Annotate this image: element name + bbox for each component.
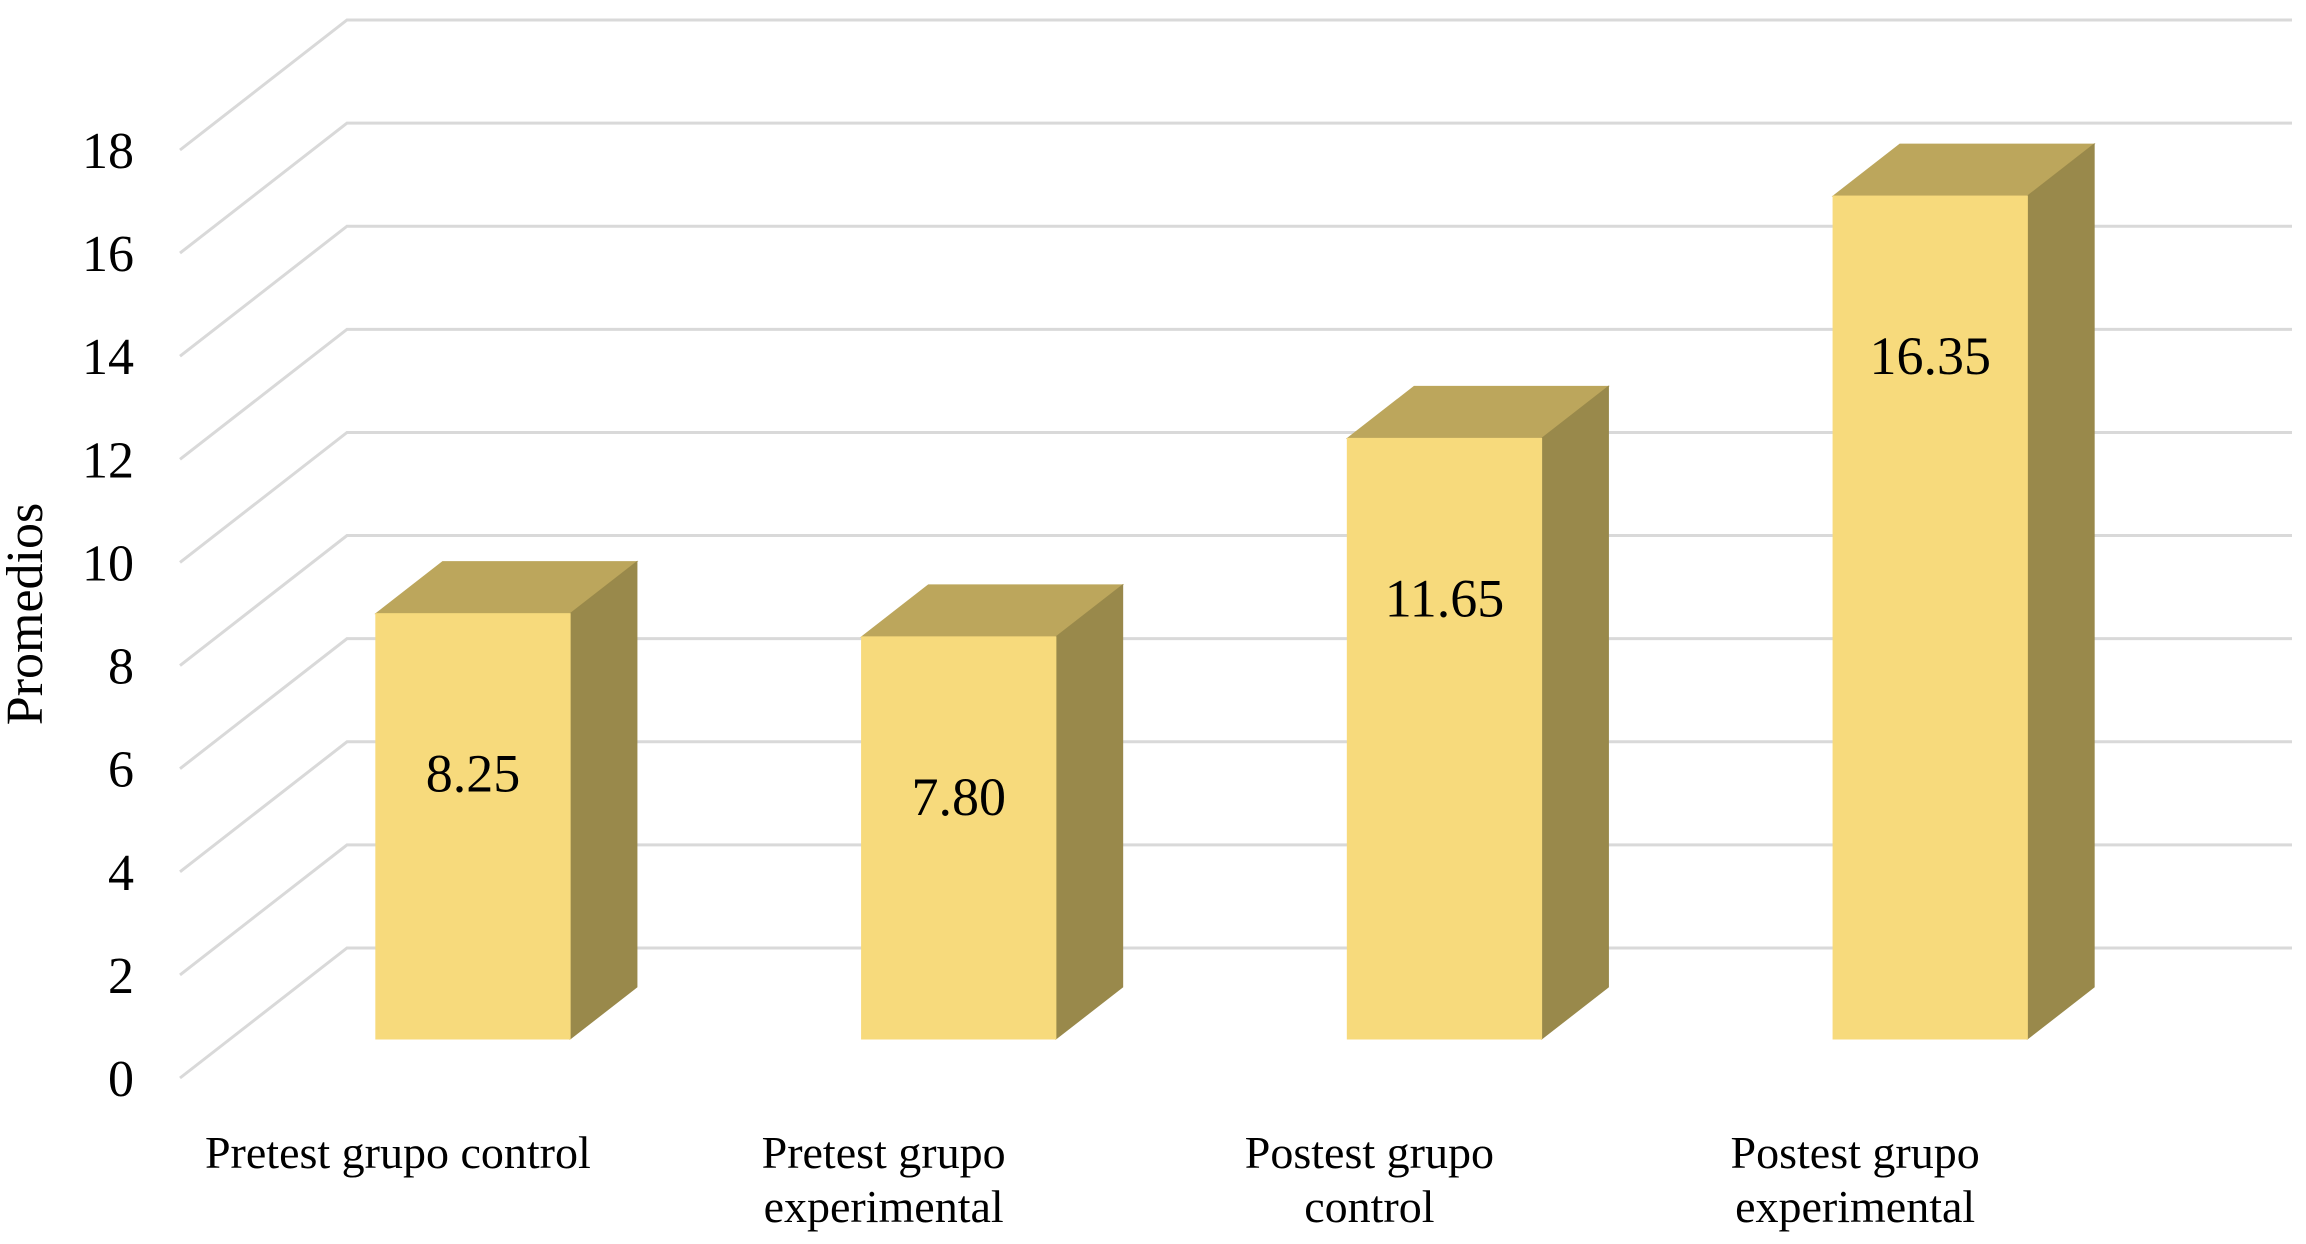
bar-front-face [375, 613, 571, 1040]
bar-value-label: 7.80 [911, 767, 1006, 827]
y-tick-label: 12 [82, 432, 134, 489]
y-tick-label: 10 [82, 535, 134, 592]
x-category-label-line: experimental [764, 1181, 1004, 1232]
bar-value-label: 11.65 [1385, 568, 1505, 628]
y-tick-label: 6 [108, 742, 134, 799]
bar-front-face [1346, 437, 1543, 1040]
bar-side-face [569, 560, 638, 1041]
bars-layer: 8.25 7.80 11.65 16.35 [374, 143, 2096, 1041]
gridline [179, 18, 2292, 152]
y-tick-label: 4 [108, 845, 134, 902]
y-axis-title: Promedios [0, 503, 54, 725]
x-category-label: Postest grupo control [1245, 1127, 1494, 1232]
y-tick-label: 18 [82, 123, 134, 180]
gridline [179, 430, 2292, 564]
x-category-label-line: experimental [1735, 1181, 1975, 1232]
y-tick-label: 16 [82, 226, 134, 283]
y-tick-label: 2 [108, 948, 134, 1005]
bar-pretest-grupo-control: 8.25 [374, 560, 639, 1041]
x-category-label: Pretest grupo control [205, 1127, 591, 1178]
gridline [179, 327, 2292, 461]
bar-front-face [1832, 195, 2028, 1040]
bar-side-face [1541, 385, 1609, 1041]
x-category-label-line: Pretest grupo [762, 1127, 1006, 1178]
axis-labels-layer: 0 2 4 6 8 10 12 14 16 18 Pretest grupo control Pret… [82, 123, 1980, 1232]
bar-value-label: 16.35 [1869, 326, 1991, 386]
gridline [179, 534, 2292, 667]
gridline [179, 224, 2292, 358]
gridlines-layer [179, 18, 2292, 1080]
x-category-label-line: Postest grupo [1245, 1127, 1494, 1178]
y-tick-label: 8 [108, 639, 134, 696]
x-category-label-line: Postest grupo [1731, 1127, 1980, 1178]
x-category-label: Pretest grupo experimental [762, 1127, 1006, 1232]
bar-side-face [1055, 583, 1124, 1041]
gridline [179, 843, 2292, 977]
x-category-label-line: Pretest grupo control [205, 1127, 591, 1178]
bar-postest-grupo-control: 11.65 [1345, 385, 1610, 1041]
gridline [179, 946, 2292, 1080]
y-tick-label: 14 [82, 329, 134, 386]
x-category-label: Postest grupo experimental [1731, 1127, 1980, 1232]
gridline [179, 637, 2292, 770]
bar-front-face [861, 636, 1057, 1040]
bar-pretest-grupo-experimental: 7.80 [860, 583, 1125, 1041]
bar-value-label: 8.25 [426, 744, 521, 804]
bar-side-face [2026, 143, 2095, 1041]
gridline [179, 121, 2292, 255]
x-category-label-line: control [1304, 1181, 1434, 1232]
y-tick-label: 0 [108, 1051, 134, 1108]
gridline [179, 740, 2292, 873]
bar-postest-grupo-experimental: 16.35 [1831, 143, 2096, 1041]
